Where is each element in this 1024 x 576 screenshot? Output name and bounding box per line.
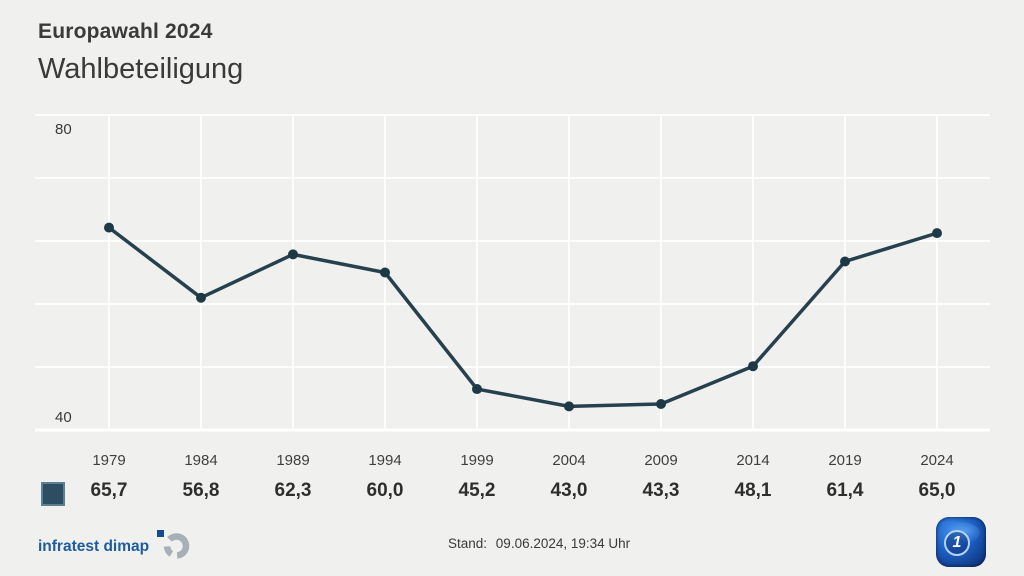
page-title: Europawahl 2024: [38, 20, 213, 43]
data-point: [104, 222, 114, 233]
data-point: [932, 228, 942, 239]
data-point: [196, 292, 206, 303]
header: Europawahl 2024 Wahlbeteiligung: [38, 20, 243, 86]
x-axis-label: 1989: [276, 452, 310, 469]
data-point: [840, 256, 850, 267]
status-line: Stand: 09.06.2024, 19:34 Uhr: [448, 536, 630, 551]
infratest-dimap-logo-icon: [157, 530, 190, 559]
x-axis-label: 2024: [920, 452, 954, 469]
data-point: [472, 384, 482, 395]
data-points: [104, 222, 942, 412]
data-point: [380, 267, 390, 278]
value-label: 56,8: [182, 480, 220, 501]
turnout-line: [107, 225, 939, 409]
data-point: [288, 249, 298, 260]
value-label: 48,1: [734, 480, 772, 501]
x-axis-label: 2009: [644, 452, 678, 469]
value-label: 65,7: [90, 480, 128, 501]
x-axis-label: 1984: [184, 452, 218, 469]
x-axis-label: 2004: [552, 452, 586, 469]
stand-label: Stand:: [448, 536, 488, 551]
x-axis-label: 1994: [368, 452, 402, 469]
x-axis-label: 1979: [92, 452, 126, 469]
data-point: [748, 361, 758, 372]
legend-marker: [41, 482, 65, 506]
x-axis-label: 1999: [460, 452, 494, 469]
ard-one-glyph: 1: [952, 534, 962, 551]
x-axis-label: 2014: [736, 452, 770, 469]
value-label: 43,0: [550, 480, 588, 501]
value-label: 45,2: [458, 480, 496, 501]
value-label: 62,3: [274, 480, 312, 501]
value-label: 60,0: [366, 480, 404, 501]
x-axis-label: 2019: [828, 452, 862, 469]
y-axis-label-bottom: 40: [55, 409, 72, 426]
stand-timestamp: 09.06.2024, 19:34 Uhr: [495, 536, 631, 551]
infratest-dimap-label: infratest dimap: [38, 538, 150, 555]
chart-title: Wahlbeteiligung: [38, 53, 244, 85]
y-axis-label-top: 80: [55, 121, 72, 138]
value-label: 61,4: [826, 480, 864, 501]
tagesschau-app-icon: 1: [936, 517, 986, 567]
source-brand: infratest dimap: [38, 527, 193, 567]
value-label: 65,0: [918, 480, 956, 501]
gridlines: [35, 114, 990, 432]
data-point: [564, 401, 574, 412]
value-label: 43,3: [642, 480, 680, 501]
ard-one-circle-icon: 1: [944, 530, 970, 556]
data-point: [656, 399, 666, 410]
